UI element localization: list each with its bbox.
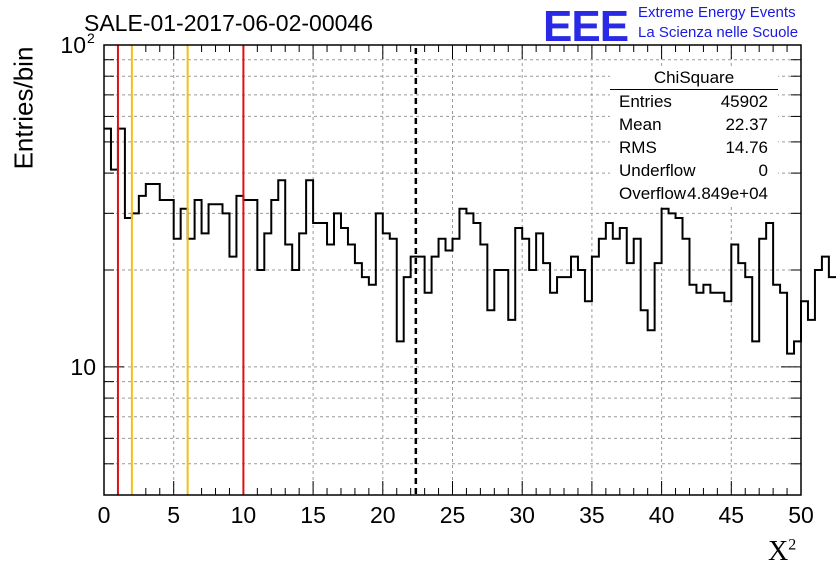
stats-value: 0 [758,161,768,180]
stats-box: ChiSquare Entries 45902 Mean 22.37 RMS 1… [610,68,778,207]
eee-logo-line-2: La Scienza nelle Scuole [638,24,799,41]
stats-label: Mean [619,115,662,134]
stats-label: Entries [619,92,672,111]
stats-row-entries: Entries 45902 [610,92,778,115]
histogram-line [104,127,836,355]
x-axis-label: X2 [768,536,797,567]
stats-value: 14.76 [725,138,768,157]
y-axis-label: Entries/bin [8,46,39,170]
stats-value: 45902 [720,92,768,111]
x-tick-label: 25 [440,502,466,528]
eee-logo: EEE [543,2,629,51]
y-tick-label: 10 [70,354,96,380]
plot-frame [103,44,802,496]
x-tick-label: 35 [579,502,605,528]
x-tick-label: 30 [509,502,535,528]
stats-label: RMS [619,138,657,157]
stats-value: 4.849e+04 [687,184,768,203]
stats-title: ChiSquare [610,68,778,90]
stats-value: 22.37 [725,115,768,134]
stats-label: Overflow [619,184,687,203]
x-tick-label: 45 [719,502,745,528]
stats-label: Underflow [619,161,696,180]
chart-title: SALE-01-2017-06-02-00046 [84,10,373,36]
stats-row-mean: Mean 22.37 [610,115,778,138]
x-tick-label: 20 [370,502,396,528]
x-tick-label: 5 [167,502,180,528]
stats-row-underflow: Underflow 0 [610,161,778,184]
x-tick-label: 0 [98,502,111,528]
stats-row-overflow: Overflow 4.849e+04 [610,184,778,207]
x-tick-label: 40 [649,502,675,528]
y-tick-superscript: 2 [87,30,95,46]
x-tick-label: 50 [788,502,814,528]
stats-row-rms: RMS 14.76 [610,138,778,161]
y-tick-label: 10 [60,32,86,58]
eee-logo-line-1: Extreme Energy Events [638,4,796,21]
x-tick-label: 15 [300,502,326,528]
x-tick-label: 10 [231,502,257,528]
